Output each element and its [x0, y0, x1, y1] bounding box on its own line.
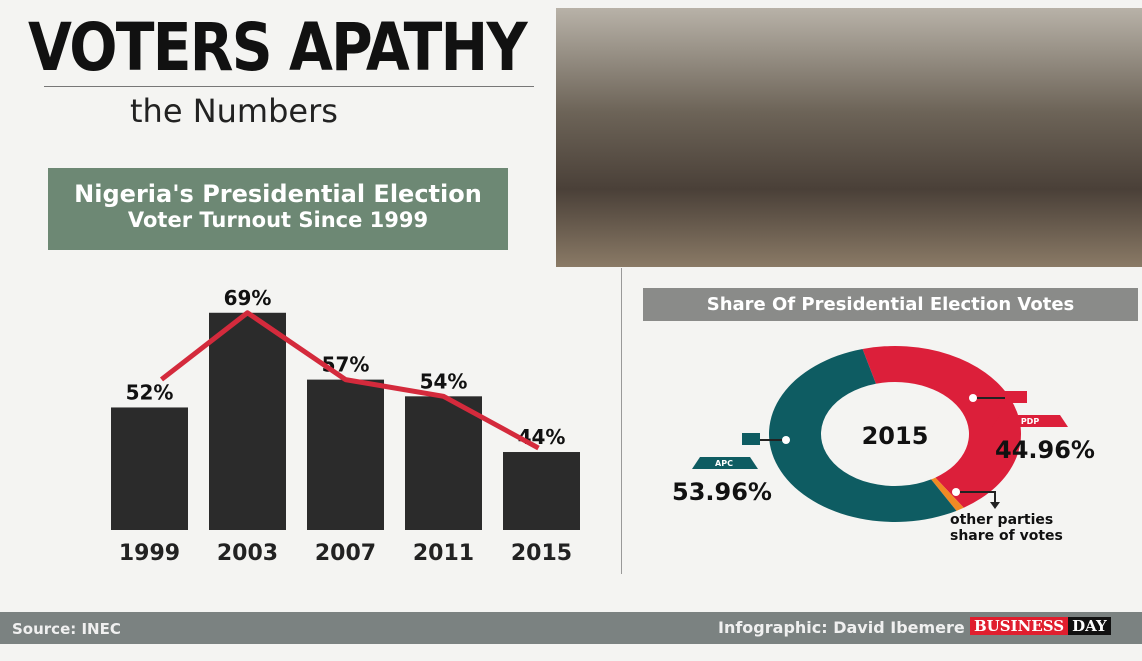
logo-part: DAY	[1068, 617, 1111, 635]
bar-2003	[209, 312, 286, 530]
businessday-logo: BUSINESS DAY	[970, 617, 1111, 635]
x-tick-label: 2011	[413, 541, 474, 566]
x-tick-label: 1999	[119, 541, 180, 566]
banner-line1: Nigeria's Presidential Election	[74, 180, 482, 208]
apc-ballot-icon	[742, 433, 760, 445]
infographic-title: VOTERS APATHY	[28, 9, 528, 86]
divider	[44, 86, 534, 87]
divider	[621, 268, 622, 574]
charts-svg: 52% 1999 69% 2003 57% 2007 54% 2011 44% 2015 2015 P…	[111, 286, 1095, 566]
pie-slice-apc	[769, 348, 957, 522]
x-tick-label: 2007	[315, 541, 376, 566]
pdp-value: 44.96%	[995, 436, 1095, 464]
callout-line	[960, 491, 996, 505]
bar-label: 44%	[518, 425, 566, 449]
apc-ballot-box-icon	[692, 457, 758, 469]
other-parties-label: other parties share of votes	[950, 512, 1063, 544]
pdp-ballot-icon	[1005, 391, 1027, 403]
bar-label: 57%	[322, 353, 370, 377]
pie-slice-other	[931, 477, 964, 511]
bar-label: 69%	[224, 286, 272, 310]
footer: Source: INEC Infographic: David Ibemere …	[0, 612, 1142, 644]
source-label: Source: INEC	[12, 620, 121, 638]
pdp-ballot-box-icon	[992, 415, 1068, 427]
arrow-down-icon	[990, 502, 1000, 509]
banner-line2: Voter Turnout Since 1999	[127, 208, 429, 232]
credit-label: Infographic: David Ibemere	[718, 618, 965, 637]
polling-station-photo	[556, 8, 1142, 267]
bar-2011	[405, 396, 482, 530]
pdp-label: PDP	[1021, 417, 1040, 426]
logo-part: BUSINESS	[970, 617, 1069, 635]
callout-dot	[969, 394, 977, 402]
pie-center-label: 2015	[862, 422, 929, 450]
callout-dot	[782, 436, 790, 444]
bar-2007	[307, 379, 384, 530]
pie-slice-pdp	[862, 346, 1021, 508]
bar-chart-banner: Nigeria's Presidential Election Voter Tu…	[48, 168, 508, 250]
bar-label: 52%	[126, 380, 174, 404]
apc-label: APC	[715, 459, 733, 468]
infographic-subtitle: the Numbers	[130, 92, 338, 130]
callout-dot	[952, 488, 960, 496]
pie-chart-title: Share Of Presidential Election Votes	[643, 288, 1138, 321]
bar-label: 54%	[420, 369, 468, 393]
bar-1999	[111, 407, 188, 530]
x-tick-label: 2003	[217, 541, 278, 566]
apc-value: 53.96%	[672, 478, 772, 506]
x-tick-label: 2015	[511, 541, 572, 566]
bar-2015	[503, 452, 580, 530]
turnout-trend-line	[159, 310, 540, 451]
